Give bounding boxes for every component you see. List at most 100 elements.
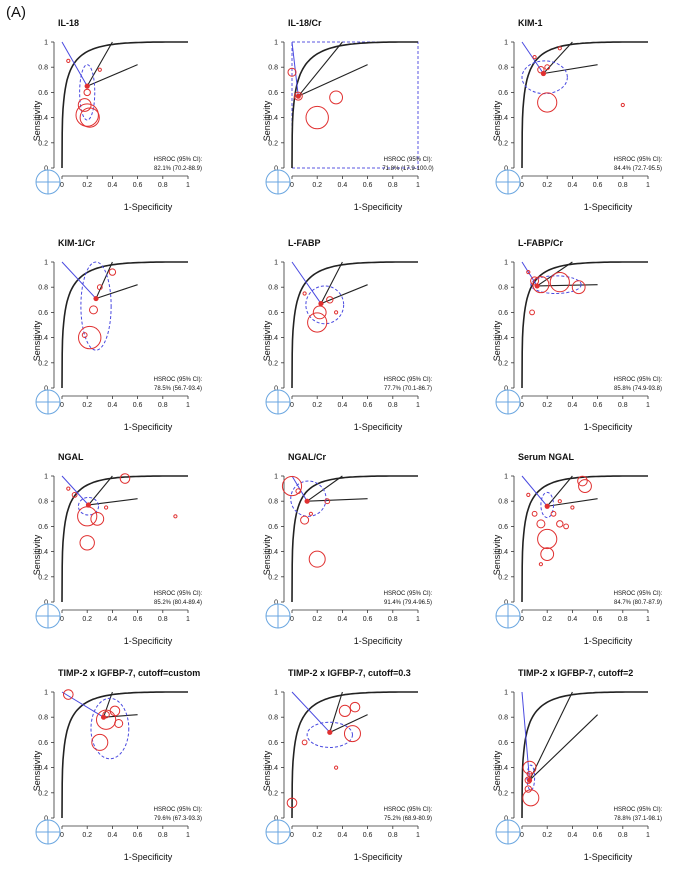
study-point bbox=[109, 705, 121, 717]
x-axis-label: 1-Specificity bbox=[583, 422, 633, 432]
x-tick-label: 0.4 bbox=[568, 616, 578, 623]
hsroc-curve bbox=[61, 41, 188, 169]
x-tick-label: 0.6 bbox=[593, 832, 603, 839]
y-tick-label: 0.4 bbox=[268, 549, 278, 556]
hsroc-label: HSROC (95% CI): bbox=[613, 377, 663, 383]
hsroc-value: 75.2% (68.9-80.9) bbox=[383, 816, 433, 822]
y-axis-label: Sensitivity bbox=[32, 534, 42, 576]
study-point bbox=[526, 269, 531, 275]
y-axis-label: Sensitivity bbox=[32, 750, 42, 792]
x-axis-label: 1-Specificity bbox=[583, 852, 633, 862]
hsroc-annotation: HSROC (95% CI): 77.7% (70.1-86.7) bbox=[358, 376, 458, 394]
study-point bbox=[334, 765, 339, 770]
y-tick-label: 0 bbox=[44, 600, 48, 607]
study-point bbox=[578, 479, 592, 493]
y-tick-label: 0.4 bbox=[268, 765, 278, 772]
x-tick-label: 0 bbox=[520, 832, 524, 839]
plot-svg: 0 0 0.2 0.2 0.4 0.4 0.6 0.6 0.8 0.8 1 1 bbox=[35, 689, 190, 845]
x-tick-label: 1 bbox=[646, 402, 650, 409]
study-point bbox=[119, 473, 131, 484]
y-tick-label: 0.2 bbox=[268, 574, 278, 581]
y-tick-label: 1 bbox=[44, 690, 48, 697]
y-axis-label: Sensitivity bbox=[32, 100, 42, 142]
x-tick-label: 0.2 bbox=[542, 402, 552, 409]
roc-panel: 0 0 0.2 0.2 0.4 0.4 0.6 0.6 0.8 0.8 1 1 L-FABP/Cr Sen… bbox=[478, 238, 693, 454]
y-tick-label: 0 bbox=[44, 386, 48, 393]
study-point bbox=[522, 789, 540, 807]
y-tick-label: 0.4 bbox=[498, 335, 508, 342]
roc-panel: 0 0 0.2 0.2 0.4 0.4 0.6 0.6 0.8 0.8 1 1 IL-18/Cr Sens… bbox=[248, 18, 474, 234]
study-point bbox=[329, 90, 343, 105]
panel-title: IL-18 bbox=[58, 18, 80, 28]
x-tick-label: 1 bbox=[646, 832, 650, 839]
panel-title: L-FABP/Cr bbox=[518, 238, 563, 248]
x-tick-label: 0.8 bbox=[388, 402, 398, 409]
y-tick-label: 0 bbox=[274, 816, 278, 823]
blue-line bbox=[61, 41, 88, 87]
study-point bbox=[300, 515, 310, 525]
x-tick-label: 0 bbox=[520, 182, 524, 189]
plot-svg: 0 0 0.2 0.2 0.4 0.4 0.6 0.6 0.8 0.8 1 1 bbox=[265, 260, 420, 415]
study-point bbox=[571, 280, 586, 295]
hsroc-value: 84.4% (72.7-95.5) bbox=[613, 166, 663, 172]
study-point bbox=[343, 725, 361, 743]
hsroc-annotation: HSROC (95% CI): 79.6% (67.3-93.3) bbox=[128, 806, 228, 824]
x-tick-label: 0.4 bbox=[338, 182, 348, 189]
study-point bbox=[532, 55, 537, 60]
y-tick-label: 0.4 bbox=[38, 549, 48, 556]
panel-title: L-FABP bbox=[288, 238, 321, 248]
hsroc-curve bbox=[61, 475, 188, 603]
x-tick-label: 0.8 bbox=[158, 616, 168, 623]
study-point bbox=[81, 332, 88, 338]
study-point bbox=[563, 523, 569, 530]
x-tick-label: 0 bbox=[290, 182, 294, 189]
y-tick-label: 0.8 bbox=[268, 285, 278, 292]
summary-point bbox=[85, 502, 92, 508]
x-tick-label: 1 bbox=[186, 616, 190, 623]
study-point bbox=[301, 739, 308, 746]
summary-point bbox=[93, 295, 99, 302]
study-point bbox=[570, 505, 575, 510]
study-point bbox=[79, 535, 95, 551]
y-tick-label: 0 bbox=[44, 816, 48, 823]
hsroc-curve bbox=[61, 691, 188, 819]
plot-svg: 0 0 0.2 0.2 0.4 0.4 0.6 0.6 0.8 0.8 1 1 bbox=[495, 690, 650, 845]
y-tick-label: 0.4 bbox=[268, 115, 278, 122]
study-point bbox=[63, 689, 74, 700]
x-axis-label: 1-Specificity bbox=[583, 202, 633, 212]
contour-line bbox=[529, 691, 573, 781]
contour-line bbox=[329, 714, 368, 733]
study-point bbox=[308, 550, 326, 568]
x-tick-label: 0.4 bbox=[338, 402, 348, 409]
study-point bbox=[307, 312, 328, 333]
x-tick-label: 0.8 bbox=[618, 832, 628, 839]
x-tick-label: 0 bbox=[60, 616, 64, 623]
summary-point bbox=[327, 729, 333, 735]
x-tick-label: 1 bbox=[416, 182, 420, 189]
y-tick-label: 0.8 bbox=[498, 285, 508, 292]
y-axis-label: Sensitivity bbox=[492, 534, 502, 576]
summary-point bbox=[544, 503, 550, 509]
confidence-ellipse bbox=[290, 480, 327, 517]
contour-line bbox=[88, 475, 113, 506]
study-point bbox=[281, 475, 303, 497]
x-tick-label: 0.4 bbox=[568, 182, 578, 189]
blue-line bbox=[291, 691, 331, 733]
study-point bbox=[537, 92, 558, 113]
y-tick-label: 0.4 bbox=[38, 765, 48, 772]
x-axis-label: 1-Specificity bbox=[353, 636, 403, 646]
hsroc-curve bbox=[291, 261, 418, 389]
hsroc-value: 84.7% (80.7-87.9) bbox=[613, 600, 663, 606]
roc-panel: 0 0 0.2 0.2 0.4 0.4 0.6 0.6 0.8 0.8 1 1 L-FABP Sensit… bbox=[248, 238, 474, 454]
y-tick-label: 0.8 bbox=[268, 65, 278, 72]
y-tick-label: 0.4 bbox=[268, 335, 278, 342]
x-tick-label: 0.6 bbox=[133, 832, 143, 839]
x-tick-label: 0.6 bbox=[363, 832, 373, 839]
y-tick-label: 0.2 bbox=[498, 790, 508, 797]
x-axis-label: 1-Specificity bbox=[583, 636, 633, 646]
hsroc-annotation: HSROC (95% CI): 84.4% (72.7-95.5) bbox=[588, 156, 688, 174]
hsroc-label: HSROC (95% CI): bbox=[153, 591, 203, 597]
confidence-ellipse bbox=[306, 721, 353, 748]
y-tick-label: 0.6 bbox=[38, 90, 48, 97]
x-tick-label: 0.8 bbox=[388, 616, 398, 623]
